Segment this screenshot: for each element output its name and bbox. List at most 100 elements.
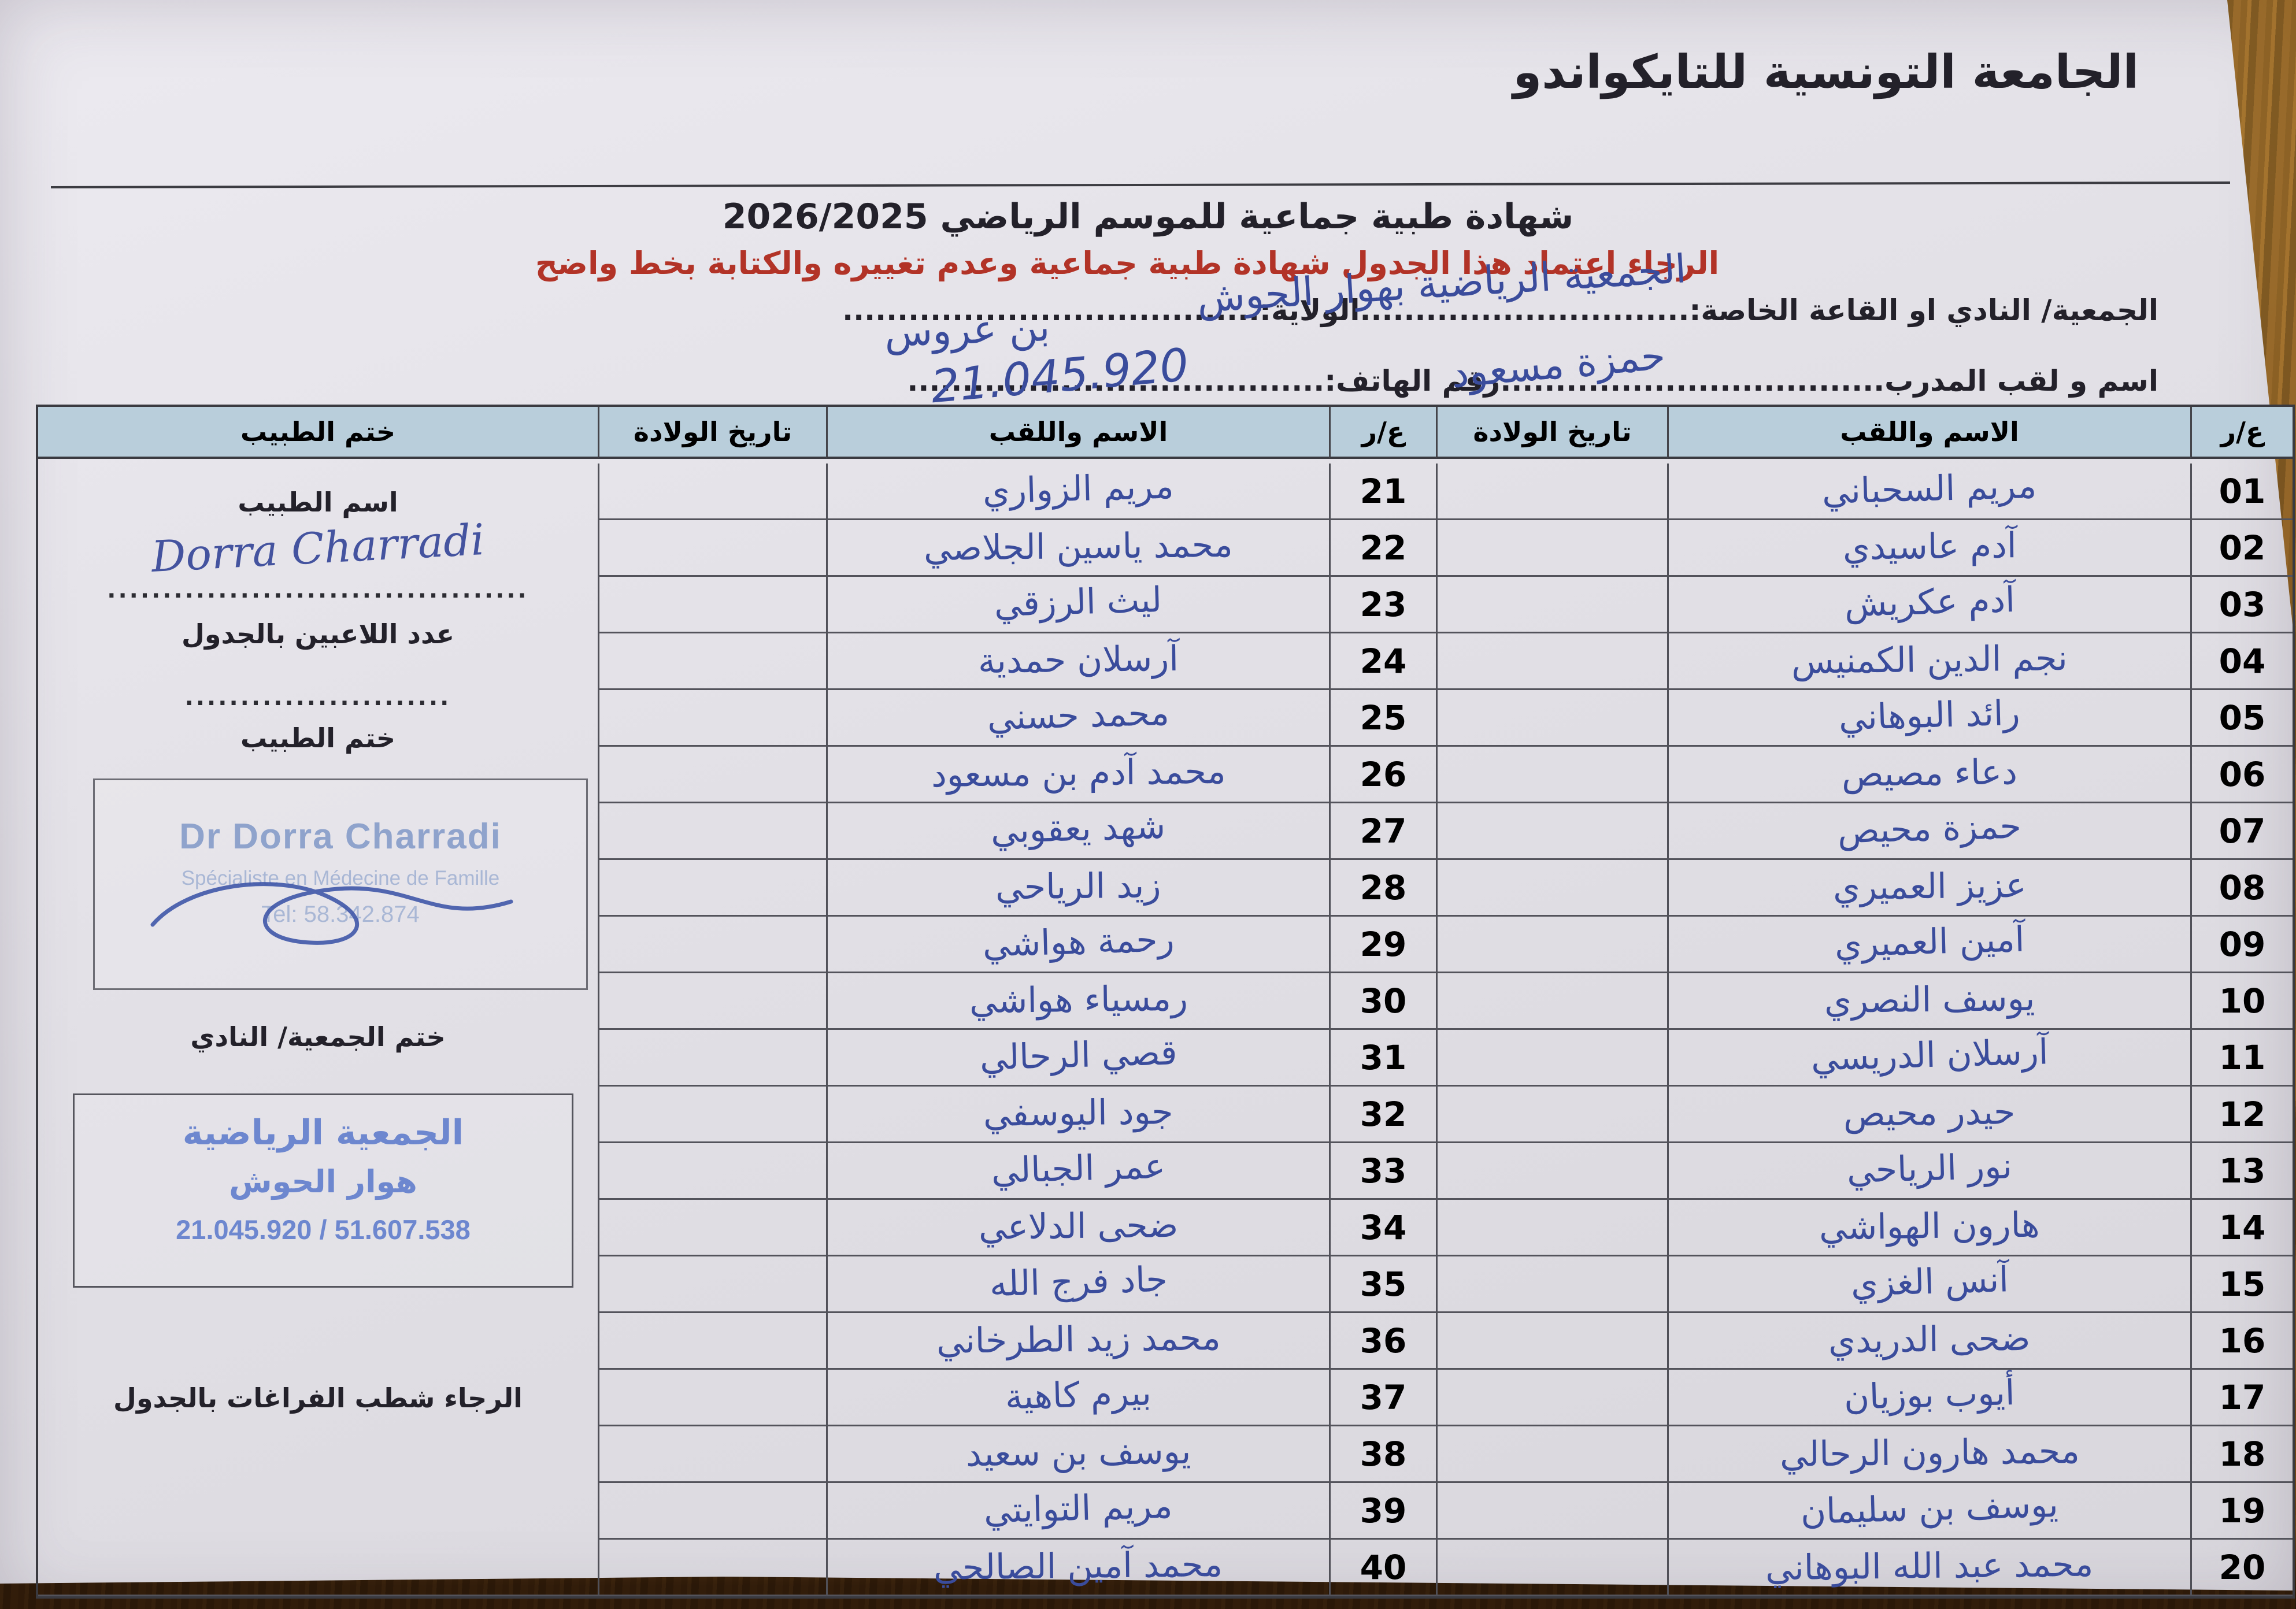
dob-cell [1436, 1426, 1667, 1483]
row-number-cell: 38 [1329, 1426, 1436, 1483]
dob-cell [1436, 577, 1667, 633]
dob-cell [598, 1370, 826, 1426]
row-number-cell: 10 [2190, 973, 2293, 1030]
player-name-cell: محمد حسني [826, 690, 1329, 747]
row-number-cell: 07 [2190, 803, 2293, 860]
player-name-cell: نجم الدين الكمنيس [1667, 633, 2190, 690]
header-name: الاسم واللقب [1667, 407, 2190, 459]
row-number-cell: 01 [2190, 464, 2293, 520]
row-number-cell: 30 [1329, 973, 1436, 1030]
player-name-cell: آرسلان الدريسي [1667, 1030, 2190, 1087]
dob-cell [598, 690, 826, 747]
dotted-fill: ...................................... [842, 294, 1260, 327]
row-number-cell: 31 [1329, 1030, 1436, 1087]
club-stamp-city: هوار الحوش [229, 1163, 417, 1200]
coach-phone-line: اسم و لقب المدرب........................… [907, 364, 2158, 398]
players-count-label: عدد اللاعبين بالجدول [181, 618, 455, 650]
dob-cell [1436, 633, 1667, 690]
row-number-cell: 25 [1329, 690, 1436, 747]
dob-cell [1436, 464, 1667, 520]
row-number-cell: 40 [1329, 1540, 1436, 1596]
row-number-cell: 35 [1329, 1256, 1436, 1313]
row-number-cell: 32 [1329, 1087, 1436, 1143]
dotted-fill: ................................... [1500, 364, 1885, 398]
player-name-cell: محمد آدم بن مسعود [826, 747, 1329, 803]
club-label: الجمعية/ النادي او القاعة الخاصة: [1689, 294, 2158, 327]
player-name-cell: زيد الرياحي [826, 860, 1329, 917]
player-name-cell: حمزة محيص [1667, 803, 2190, 860]
player-name-cell: بيرم كاهية [826, 1370, 1329, 1426]
dob-cell [1436, 917, 1667, 973]
row-number-cell: 33 [1329, 1143, 1436, 1200]
dob-cell [1436, 1370, 1667, 1426]
dob-cell [1436, 1256, 1667, 1313]
dob-cell [598, 747, 826, 803]
dob-cell [598, 1256, 826, 1313]
dotted-fill: .............................. [1360, 294, 1690, 327]
dob-cell [1436, 520, 1667, 577]
row-number-cell: 06 [2190, 747, 2293, 803]
player-name-cell: جود اليوسفي [826, 1087, 1329, 1143]
header-name: الاسم واللقب [826, 407, 1329, 459]
wilaya-handwritten-value: بن عروس [883, 305, 1051, 356]
dotted-line: ........................ [184, 684, 451, 711]
player-name-cell: قصي الرحالي [826, 1030, 1329, 1087]
dob-cell [598, 973, 826, 1030]
dob-cell [1436, 690, 1667, 747]
header-num: ع/ر [2190, 407, 2293, 459]
club-stamp-phones: 21.045.920 / 51.607.538 [176, 1214, 471, 1245]
row-number-cell: 34 [1329, 1200, 1436, 1256]
club-ink-stamp: الجمعية الرياضية هوار الحوش 21.045.920 /… [73, 1093, 573, 1288]
player-name-cell: محمد هارون الرحالي [1667, 1426, 2190, 1483]
row-number-cell: 18 [2190, 1426, 2293, 1483]
row-number-cell: 09 [2190, 917, 2293, 973]
player-name-cell: يوسف النصري [1667, 973, 2190, 1030]
row-number-cell: 08 [2190, 860, 2293, 917]
player-name-cell: دعاء مصيص [1667, 747, 2190, 803]
dob-cell [1436, 1540, 1667, 1596]
row-number-cell: 13 [2190, 1143, 2293, 1200]
doctor-name-label: اسم الطبيب [238, 487, 398, 518]
dob-cell [1436, 747, 1667, 803]
dob-cell [1436, 803, 1667, 860]
player-name-cell: ضحى الدريدي [1667, 1313, 2190, 1370]
dob-cell [1436, 973, 1667, 1030]
doctor-signature-scribble [150, 882, 513, 945]
dob-cell [1436, 1200, 1667, 1256]
row-number-cell: 23 [1329, 577, 1436, 633]
doctor-stamp-label: ختم الطبيب [240, 722, 396, 754]
row-number-cell: 22 [1329, 520, 1436, 577]
player-name-cell: جاد فرج الله [826, 1256, 1329, 1313]
player-name-cell: آرسلان حمدية [826, 633, 1329, 690]
dob-cell [598, 1030, 826, 1087]
dob-cell [598, 860, 826, 917]
dob-cell [598, 1143, 826, 1200]
dotted-fill: ...................................... [907, 364, 1325, 398]
player-name-cell: يوسف بن سليمان [1667, 1483, 2190, 1540]
doctor-stamp-phone: Tel: 58.342.874 [261, 902, 420, 927]
player-name-cell: أيوب بوزيان [1667, 1370, 2190, 1426]
player-name-cell: آدم عكريش [1667, 577, 2190, 633]
dob-cell [1436, 1143, 1667, 1200]
row-number-cell: 12 [2190, 1087, 2293, 1143]
dob-cell [598, 1200, 826, 1256]
player-name-cell: محمد زيد الطرخاني [826, 1313, 1329, 1370]
player-name-cell: محمد عبد الله البوهاني [1667, 1540, 2190, 1596]
row-number-cell: 21 [1329, 464, 1436, 520]
row-number-cell: 24 [1329, 633, 1436, 690]
row-number-cell: 16 [2190, 1313, 2293, 1370]
dob-cell [1436, 1087, 1667, 1143]
row-number-cell: 03 [2190, 577, 2293, 633]
red-warning-text: الرجاء اعتماد هذا الجدول شهادة طبية جماع… [535, 245, 1720, 281]
dob-cell [598, 1483, 826, 1540]
player-name-cell: آمين العميري [1667, 917, 2190, 973]
row-number-cell: 28 [1329, 860, 1436, 917]
player-name-cell: مريم الزواري [826, 464, 1329, 520]
dob-cell [598, 803, 826, 860]
doctor-signature-handwriting: Dorra Charradi [150, 514, 486, 583]
dotted-line: ...................................... [107, 577, 529, 603]
club-wilaya-line: الجمعية/ النادي او القاعة الخاصة:.......… [842, 294, 2158, 327]
header-dob: تاريخ الولادة [1436, 407, 1667, 459]
phone-label: رقم الهاتف: [1324, 364, 1501, 398]
